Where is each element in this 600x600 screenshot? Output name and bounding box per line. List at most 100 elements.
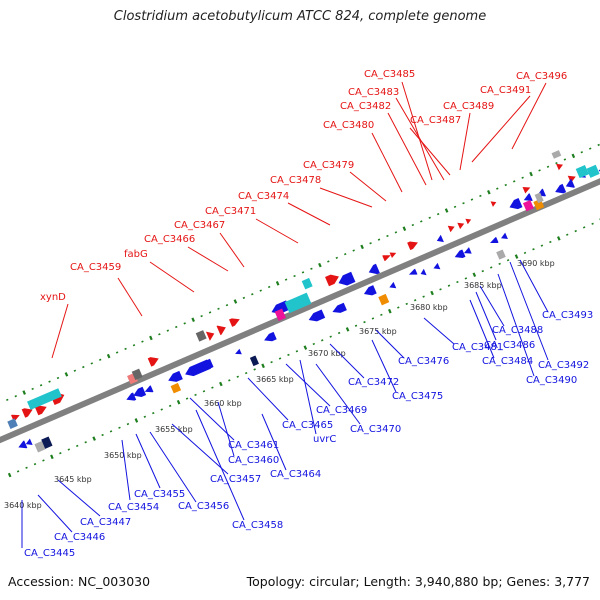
scale-tick <box>420 220 423 223</box>
scale-tick <box>109 430 113 433</box>
scale-tick <box>580 151 584 154</box>
scale-tick <box>124 347 127 350</box>
scale-tick <box>158 333 161 336</box>
leader-line <box>195 409 245 521</box>
reverse-gene <box>308 309 326 322</box>
scale-tick <box>175 325 178 329</box>
reverse-gene-label: CA_C3464 <box>270 469 321 480</box>
scale-tick <box>514 254 519 259</box>
scale-tick <box>22 390 26 395</box>
leader-line <box>409 127 451 176</box>
forward-gene <box>407 241 418 251</box>
scale-tick <box>168 404 172 407</box>
reverse-gene-label: CA_C3484 <box>482 356 533 367</box>
scale-tick <box>549 240 552 244</box>
leader-line <box>469 299 495 359</box>
reverse-gene <box>264 331 277 342</box>
reverse-gene-label: CA_C3470 <box>350 424 401 435</box>
scale-label: 3690 kbp <box>517 259 555 268</box>
leader-line <box>219 232 245 268</box>
leader-line <box>401 81 433 181</box>
scale-tick <box>301 271 305 274</box>
leader-line <box>319 187 373 208</box>
scale-tick <box>380 313 383 316</box>
scale-tick <box>574 229 577 233</box>
forward-gene-label: CA_C3479 <box>303 160 354 171</box>
scale-tick <box>106 353 111 359</box>
scale-tick <box>56 376 60 380</box>
scale-tick <box>236 375 239 378</box>
leader-line <box>247 377 289 421</box>
scale-tick <box>228 379 231 382</box>
scale-tick <box>16 470 20 473</box>
reverse-gene-label: CA_C3461 <box>228 440 279 451</box>
scale-tick <box>244 371 248 375</box>
leader-line <box>349 171 387 202</box>
scale-tick <box>14 395 17 398</box>
scale-tick <box>217 307 220 310</box>
scale-label: 3645 kbp <box>54 475 92 484</box>
reverse-gene <box>363 285 377 296</box>
scale-tick <box>39 384 43 387</box>
scale-tick <box>422 295 425 298</box>
map-title: Clostridium acetobutylicum ATCC 824, com… <box>113 9 487 24</box>
scale-tick <box>447 284 451 287</box>
navy-gene <box>249 355 259 367</box>
leader-line <box>149 431 197 503</box>
forward-gene-label: CA_C3474 <box>238 191 289 202</box>
scale-tick <box>6 398 9 401</box>
scale-tick <box>287 353 290 357</box>
reverse-gene <box>433 262 441 270</box>
leader-line <box>423 317 455 345</box>
gray-gene <box>496 249 506 260</box>
scale-tick <box>343 253 347 256</box>
leader-line <box>519 259 549 313</box>
scale-tick <box>352 249 355 252</box>
scale-label: 3650 kbp <box>104 451 142 460</box>
leader-line <box>375 329 405 359</box>
scale-tick <box>354 324 358 327</box>
scale-tick <box>225 304 229 307</box>
scale-tick <box>284 278 288 281</box>
scale-tick <box>267 285 271 289</box>
scale-tick <box>312 342 316 346</box>
scale-tick <box>523 251 527 255</box>
scale-tick <box>126 422 130 426</box>
forward-gene <box>216 325 226 336</box>
scale-tick <box>50 454 54 460</box>
scale-tick <box>253 368 256 371</box>
reverse-gene <box>509 197 523 210</box>
reverse-gene <box>168 370 183 382</box>
scale-tick <box>496 187 499 190</box>
reverse-gene <box>185 359 211 377</box>
reverse-gene-label: CA_C3493 <box>542 310 593 321</box>
reverse-gene <box>420 268 427 276</box>
reverse-gene-label: CA_C3455 <box>134 489 185 500</box>
scale-tick <box>512 180 516 183</box>
leader-line <box>509 261 549 361</box>
forward-gene-label: CA_C3496 <box>516 71 567 82</box>
scale-tick <box>31 387 34 391</box>
scale-tick <box>160 408 163 411</box>
forward-gene <box>229 318 240 327</box>
leader-line <box>471 95 531 163</box>
leader-line <box>51 303 69 359</box>
scale-label: 3670 kbp <box>308 349 346 358</box>
reverse-gene <box>235 348 242 355</box>
scale-tick <box>481 269 485 273</box>
scale-tick <box>430 290 434 296</box>
cyan-gene <box>575 165 589 179</box>
forward-gene-label: CA_C3485 <box>364 69 415 80</box>
scale-tick <box>329 335 332 338</box>
scale-tick <box>152 412 155 415</box>
reverse-gene-label: CA_C3481 <box>452 342 503 353</box>
scale-label: 3655 kbp <box>155 425 193 434</box>
forward-gene <box>447 225 455 233</box>
gray-gene <box>551 150 562 159</box>
forward-gene <box>522 187 531 194</box>
scale-tick <box>67 448 71 451</box>
scale-tick <box>98 358 102 361</box>
scale-tick <box>335 256 339 259</box>
